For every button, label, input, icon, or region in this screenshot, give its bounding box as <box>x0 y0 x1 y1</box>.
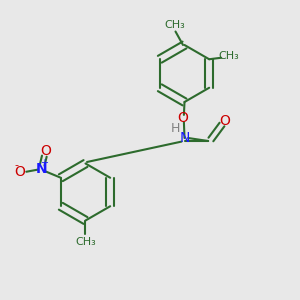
Text: -: - <box>14 160 18 170</box>
Text: CH₃: CH₃ <box>164 20 185 30</box>
Text: CH₃: CH₃ <box>75 237 96 248</box>
Text: O: O <box>14 165 25 179</box>
Text: H: H <box>171 122 180 136</box>
Text: +: + <box>40 158 48 168</box>
Text: N: N <box>179 131 190 145</box>
Text: O: O <box>219 115 230 128</box>
Text: CH₃: CH₃ <box>218 51 239 61</box>
Text: O: O <box>178 112 188 125</box>
Text: O: O <box>40 144 51 158</box>
Text: N: N <box>35 162 47 176</box>
